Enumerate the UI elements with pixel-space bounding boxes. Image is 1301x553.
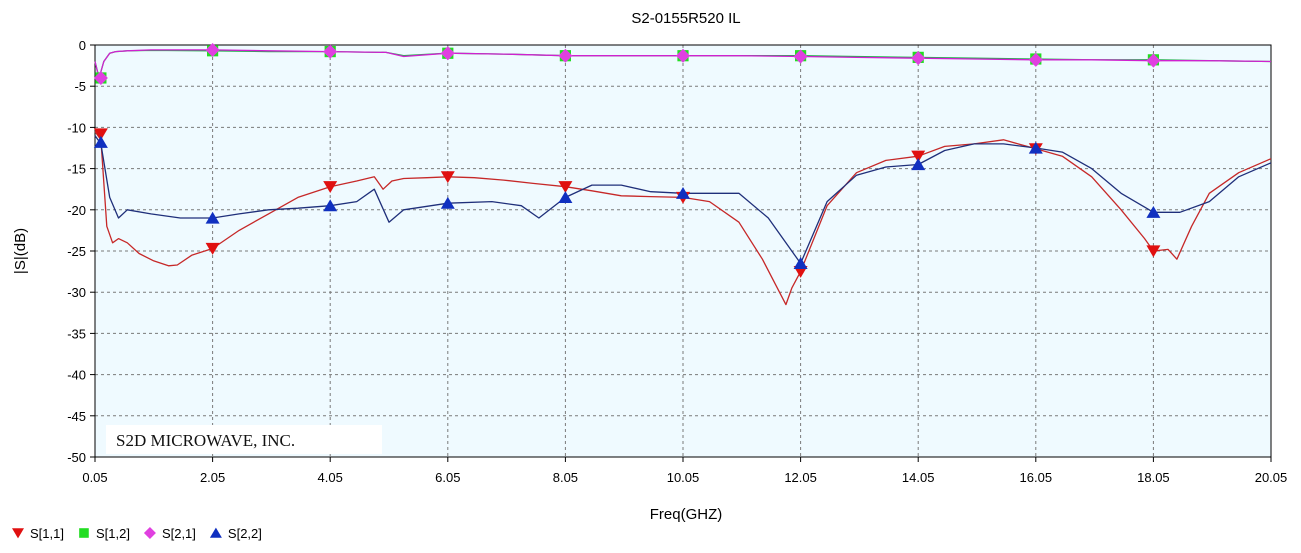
marker-s-2-1 [558,48,573,63]
grid-lines [95,45,1271,457]
legend: S[1,1] S[1,2] S[2,1] S[2,2] [12,526,262,541]
marker-s-2-2 [793,257,808,269]
x-tick-label: 10.05 [667,470,700,485]
y-tick-label: -50 [67,450,86,465]
series-line-s-1-1 [94,131,1272,306]
marker-s-2-1 [1146,53,1161,68]
series-line-s-2-2 [94,135,1272,265]
series-markers [93,42,1161,278]
marker-s-2-2 [1146,205,1161,218]
marker-s-2-1 [440,46,455,61]
x-tick-labels: 0.05 2.05 4.05 6.05 8.05 10.05 12.05 14.05 16.05… [82,457,1287,485]
y-tick-label: -20 [67,203,86,218]
x-tick-label: 2.05 [200,470,225,485]
y-tick-label: -5 [74,79,86,94]
marker-s-2-2 [1028,141,1043,154]
marker-s-1-1 [793,266,808,278]
marker-s-1-1 [911,150,926,163]
legend-marker-s-2-2 [209,527,222,538]
marker-s-2-1 [676,48,690,63]
marker-s-2-1 [323,44,338,59]
marker-s-2-1 [93,70,108,85]
marker-s-2-1 [793,49,808,64]
x-tick-label: 20.05 [1255,470,1288,485]
chart-title: S2-0155R520 IL [631,10,740,27]
legend-label-s-2-2: S[2,2] [228,526,262,541]
marker-s-2-2 [558,191,573,204]
marker-s-1-1 [1146,245,1161,258]
marker-s-1-1 [205,242,220,255]
marker-s-2-1 [911,51,926,66]
x-tick-label: 6.05 [435,470,460,485]
y-tick-label: -35 [67,326,86,341]
marker-s-2-2 [323,199,338,212]
y-tick-label: -45 [67,409,86,424]
marker-s-2-1 [205,42,220,57]
legend-marker-s-1-2 [79,528,89,538]
y-tick-labels: 0 -5 -10 -15 -20 -25 -30 -35 -40 -45 -50 [67,38,95,465]
y-axis-title: |S|(dB) [12,228,29,274]
x-tick-label: 4.05 [318,470,343,485]
marker-s-2-2 [440,196,455,209]
x-tick-label: 0.05 [82,470,107,485]
marker-s-2-2 [205,211,220,224]
x-tick-label: 18.05 [1137,470,1170,485]
y-tick-label: -10 [67,120,86,135]
series-lines [94,49,1272,306]
y-tick-label: -25 [67,244,86,259]
y-tick-label: -15 [67,162,86,177]
marker-s-1-1 [558,181,573,194]
legend-marker-s-1-1 [12,528,24,539]
marker-s-2-2 [911,158,926,171]
y-tick-label: -30 [67,285,86,300]
x-tick-label: 16.05 [1020,470,1053,485]
legend-label-s-1-2: S[1,2] [96,526,130,541]
watermark-background [106,425,382,454]
x-tick-label: 14.05 [902,470,935,485]
marker-s-1-1 [93,128,108,141]
y-tick-label: 0 [79,38,86,53]
watermark-text: S2D MICROWAVE, INC. [116,431,295,450]
marker-s-1-1 [323,181,338,194]
marker-s-2-2 [676,187,690,199]
legend-label-s-2-1: S[2,1] [162,526,196,541]
x-tick-label: 8.05 [553,470,578,485]
x-axis-title: Freq(GHZ) [650,506,723,523]
y-tick-label: -40 [67,368,86,383]
marker-s-2-2 [93,135,108,148]
legend-marker-s-2-1 [143,527,156,539]
marker-s-1-1 [440,171,455,184]
legend-label-s-1-1: S[1,1] [30,526,64,541]
x-tick-label: 12.05 [784,470,817,485]
marker-s-2-1 [1028,52,1043,67]
series-line-s-2-1 [94,49,1272,79]
